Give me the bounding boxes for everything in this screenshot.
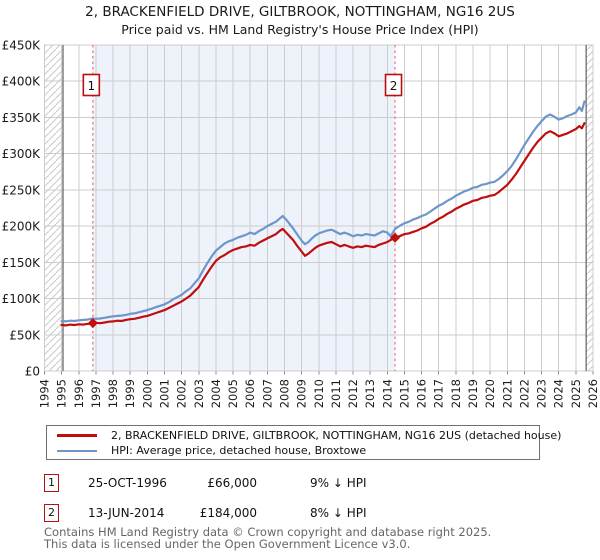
sale-marker-box-1 <box>82 73 101 97</box>
y-axis-label: £350K <box>2 111 42 125</box>
legend-item-hpi: HPI: Average price, detached house, Brox… <box>57 443 366 458</box>
plot-border <box>44 44 594 372</box>
page-title: 2, BRACKENFIELD DRIVE, GILTBROOK, NOTTIN… <box>85 4 515 20</box>
transaction-2-price: £184,000 <box>199 506 257 520</box>
transaction-1-hpi-diff: 9% ↓ HPI <box>310 476 367 490</box>
x-axis-label: 2010 <box>312 379 326 408</box>
x-axis-label: 2023 <box>535 379 549 408</box>
legend-label-hpi: HPI: Average price, detached house, Brox… <box>111 444 367 457</box>
x-axis-label: 1994 <box>38 379 52 408</box>
legend-label-property: 2, BRACKENFIELD DRIVE, GILTBROOK, NOTTIN… <box>111 429 562 442</box>
y-axis-label: £150K <box>2 256 42 270</box>
hpi-line <box>60 100 586 323</box>
x-axis-label: 2009 <box>295 379 309 408</box>
page-subtitle: Price paid vs. HM Land Registry's House … <box>121 22 479 37</box>
ownership-period-shading <box>92 45 396 371</box>
y-axis-label: £50K <box>9 328 41 342</box>
transaction-1-marker: 1 <box>44 474 59 492</box>
x-axis-label: 2008 <box>277 379 291 408</box>
y-axis-label: £450K <box>2 39 42 53</box>
chart-legend: 2, BRACKENFIELD DRIVE, GILTBROOK, NOTTIN… <box>46 425 561 460</box>
x-axis-label: 2019 <box>466 379 480 408</box>
x-axis-label: 2003 <box>192 379 206 408</box>
sale-point-marker <box>87 318 98 329</box>
transaction-1-date: 25-OCT-1996 <box>88 476 167 490</box>
x-axis-label: 2026 <box>586 379 600 408</box>
transaction-2-hpi-diff: 8% ↓ HPI <box>310 506 367 520</box>
x-axis-label: 2004 <box>209 379 223 408</box>
x-axis-label: 1997 <box>89 379 103 408</box>
x-axis-label: 1998 <box>106 379 120 408</box>
x-axis-label: 2021 <box>500 379 514 408</box>
y-axis-label: £400K <box>2 75 42 89</box>
y-axis-label: £300K <box>2 147 42 161</box>
property-line-sample-icon <box>57 434 97 437</box>
x-axis-label: 2011 <box>329 379 343 408</box>
x-axis-label: 2018 <box>449 379 463 408</box>
copyright-footer: Contains HM Land Registry data © Crown c… <box>44 525 584 551</box>
y-axis-label: £100K <box>2 292 42 306</box>
sale-point-marker <box>390 232 401 243</box>
x-axis-label: 2007 <box>260 379 274 408</box>
y-axis-label: £200K <box>2 220 42 234</box>
x-axis-label: 2005 <box>226 379 240 408</box>
transaction-row-1: 1 25-OCT-1996 £66,000 9% ↓ HPI <box>0 474 600 493</box>
x-axis-label: 2020 <box>483 379 497 408</box>
x-axis-label: 1995 <box>55 379 69 408</box>
hpi-line-sample-icon <box>57 449 97 452</box>
y-axis-label: £250K <box>2 183 42 197</box>
transaction-1-price: £66,000 <box>207 476 257 490</box>
x-axis-label: 1996 <box>72 379 86 408</box>
price-chart: 1 2 £0 £50K £100K £150K £200K £250K £300K £350K £4… <box>2 39 600 409</box>
x-axis-label: 2014 <box>380 379 394 408</box>
x-axis-label: 2013 <box>363 379 377 408</box>
x-axis-label: 2012 <box>346 379 360 408</box>
x-axis-label: 2017 <box>432 379 446 408</box>
x-axis-label: 2001 <box>157 379 171 408</box>
x-axis-label: 2000 <box>140 379 154 408</box>
y-axis-label: £0 <box>25 365 40 379</box>
x-axis-label: 2006 <box>243 379 257 408</box>
legend-item-property: 2, BRACKENFIELD DRIVE, GILTBROOK, NOTTIN… <box>57 428 561 443</box>
property-price-line <box>60 122 586 327</box>
transaction-2-date: 13-JUN-2014 <box>88 506 165 520</box>
sale-marker-number-1: 1 <box>88 79 96 93</box>
x-axis-label: 2024 <box>552 379 566 408</box>
x-axis-label: 2002 <box>175 379 189 408</box>
x-axis-label: 2015 <box>397 379 411 408</box>
transaction-row-2: 2 13-JUN-2014 £184,000 8% ↓ HPI <box>0 504 600 523</box>
sale-marker-number-2: 2 <box>390 79 398 93</box>
sale-marker-box-2 <box>384 73 403 97</box>
x-axis-label: 1999 <box>123 379 137 408</box>
x-axis-label: 2016 <box>415 379 429 408</box>
x-axis-label: 2025 <box>569 379 583 408</box>
no-data-hatch <box>44 45 64 371</box>
x-axis-label: 2022 <box>517 379 531 408</box>
copyright-line-2: This data is licensed under the Open Gov… <box>44 536 411 551</box>
transaction-2-marker: 2 <box>44 504 59 522</box>
copyright-line-1: Contains HM Land Registry data © Crown c… <box>44 525 492 539</box>
no-data-hatch <box>586 45 593 371</box>
